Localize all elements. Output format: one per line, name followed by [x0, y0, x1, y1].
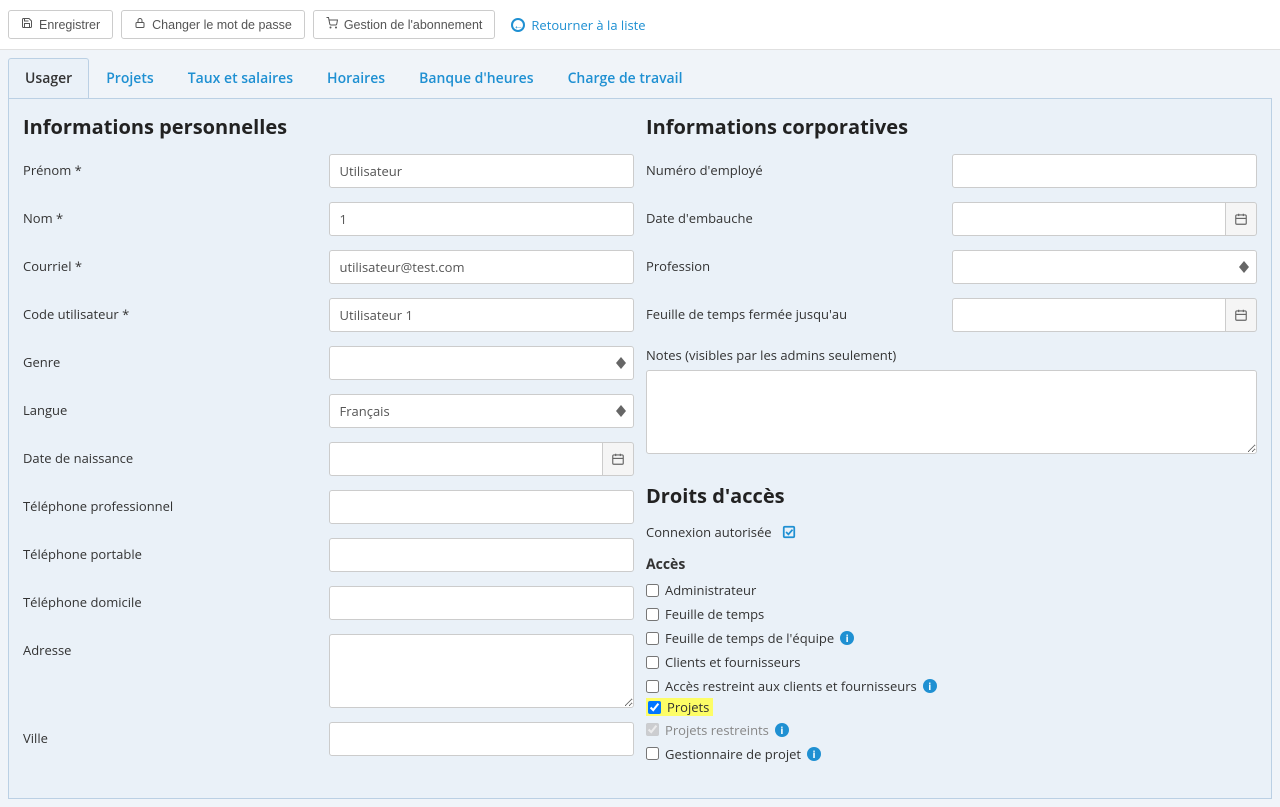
employee-number-input[interactable] — [952, 154, 1258, 188]
access-clients-restricted-label: Accès restreint aux clients et fournisse… — [665, 677, 917, 695]
checkbox-project-manager[interactable] — [646, 747, 659, 760]
corporate-info-section: Informations corporatives Numéro d'emplo… — [646, 113, 1257, 770]
phone-mobile-input[interactable] — [329, 538, 635, 572]
tab-rates[interactable]: Taux et salaires — [171, 58, 310, 98]
timesheet-closed-label: Feuille de temps fermée jusqu'au — [646, 298, 952, 323]
calendar-icon — [1234, 212, 1248, 226]
save-label: Enregistrer — [39, 18, 100, 32]
checkbox-clients-restricted[interactable] — [646, 680, 659, 693]
info-icon[interactable]: i — [923, 679, 937, 693]
corporate-heading: Informations corporatives — [646, 113, 1257, 140]
birthdate-input[interactable] — [329, 442, 602, 476]
checkbox-clients[interactable] — [646, 656, 659, 669]
change-password-label: Changer le mot de passe — [152, 18, 292, 32]
subscription-label: Gestion de l'abonnement — [344, 18, 483, 32]
tabs: Usager Projets Taux et salaires Horaires… — [8, 58, 1272, 98]
access-admin-label: Administrateur — [665, 581, 756, 599]
cart-icon — [326, 17, 338, 32]
checkbox-projects[interactable] — [648, 701, 661, 714]
access-team-timesheet-label: Feuille de temps de l'équipe — [665, 629, 834, 647]
back-arrow-icon: ← — [511, 18, 525, 32]
rights-heading: Droits d'accès — [646, 482, 1257, 509]
back-to-list-link[interactable]: ← Retourner à la liste — [511, 16, 645, 34]
language-label: Langue — [23, 394, 329, 419]
gender-label: Genre — [23, 346, 329, 371]
birthdate-label: Date de naissance — [23, 442, 329, 467]
profession-select[interactable] — [952, 250, 1258, 284]
hire-date-input[interactable] — [952, 202, 1225, 236]
change-password-button[interactable]: Changer le mot de passe — [121, 10, 305, 39]
address-textarea[interactable] — [329, 634, 635, 708]
usercode-label: Code utilisateur * — [23, 298, 329, 323]
checkbox-admin[interactable] — [646, 584, 659, 597]
phone-home-input[interactable] — [329, 586, 635, 620]
usercode-input[interactable] — [329, 298, 635, 332]
email-input[interactable] — [329, 250, 635, 284]
notes-textarea[interactable] — [646, 370, 1257, 454]
access-timesheet-label: Feuille de temps — [665, 605, 764, 623]
language-select[interactable] — [329, 394, 635, 428]
back-to-list-label: Retourner à la liste — [531, 16, 645, 34]
email-label: Courriel * — [23, 250, 329, 275]
profession-label: Profession — [646, 250, 952, 275]
calendar-icon — [611, 452, 625, 466]
firstname-label: Prénom * — [23, 154, 329, 179]
access-heading: Accès — [646, 555, 1257, 574]
lock-icon — [134, 17, 146, 32]
hire-date-label: Date d'embauche — [646, 202, 952, 227]
tab-panel-user: Informations personnelles Prénom * Nom *… — [8, 98, 1272, 799]
phone-work-input[interactable] — [329, 490, 635, 524]
phone-work-label: Téléphone professionnel — [23, 490, 329, 515]
phone-home-label: Téléphone domicile — [23, 586, 329, 611]
calendar-picker-button[interactable] — [602, 442, 634, 476]
tab-schedules[interactable]: Horaires — [310, 58, 402, 98]
city-label: Ville — [23, 722, 329, 747]
calendar-picker-button[interactable] — [1225, 202, 1257, 236]
access-list: Accès Administrateur Feuille de temps Fe… — [646, 555, 1257, 766]
tab-workload[interactable]: Charge de travail — [551, 58, 700, 98]
lastname-input[interactable] — [329, 202, 635, 236]
access-projects-restricted-label: Projets restreints — [665, 721, 769, 739]
tab-hour-bank[interactable]: Banque d'heures — [402, 58, 550, 98]
checkbox-projects-restricted — [646, 723, 659, 736]
connection-checked-icon[interactable] — [782, 525, 796, 539]
save-icon — [21, 17, 33, 32]
tab-projects[interactable]: Projets — [89, 58, 171, 98]
employee-number-label: Numéro d'employé — [646, 154, 952, 179]
address-label: Adresse — [23, 634, 329, 659]
personal-heading: Informations personnelles — [23, 113, 634, 140]
connection-label: Connexion autorisée — [646, 523, 772, 541]
lastname-label: Nom * — [23, 202, 329, 227]
subscription-button[interactable]: Gestion de l'abonnement — [313, 10, 496, 39]
personal-info-section: Informations personnelles Prénom * Nom *… — [23, 113, 634, 770]
info-icon[interactable]: i — [807, 747, 821, 761]
access-projects-label: Projets — [667, 698, 709, 716]
calendar-picker-button[interactable] — [1225, 298, 1257, 332]
top-toolbar: Enregistrer Changer le mot de passe Gest… — [0, 0, 1280, 50]
info-icon[interactable]: i — [775, 723, 789, 737]
tab-user[interactable]: Usager — [8, 58, 89, 98]
notes-label: Notes (visibles par les admins seulement… — [646, 346, 1257, 364]
checkbox-team-timesheet[interactable] — [646, 632, 659, 645]
gender-select[interactable] — [329, 346, 635, 380]
info-icon[interactable]: i — [840, 631, 854, 645]
access-clients-label: Clients et fournisseurs — [665, 653, 800, 671]
timesheet-closed-input[interactable] — [952, 298, 1225, 332]
save-button[interactable]: Enregistrer — [8, 10, 113, 39]
city-input[interactable] — [329, 722, 635, 756]
checkbox-timesheet[interactable] — [646, 608, 659, 621]
access-project-manager-label: Gestionnaire de projet — [665, 745, 801, 763]
phone-mobile-label: Téléphone portable — [23, 538, 329, 563]
firstname-input[interactable] — [329, 154, 635, 188]
calendar-icon — [1234, 308, 1248, 322]
